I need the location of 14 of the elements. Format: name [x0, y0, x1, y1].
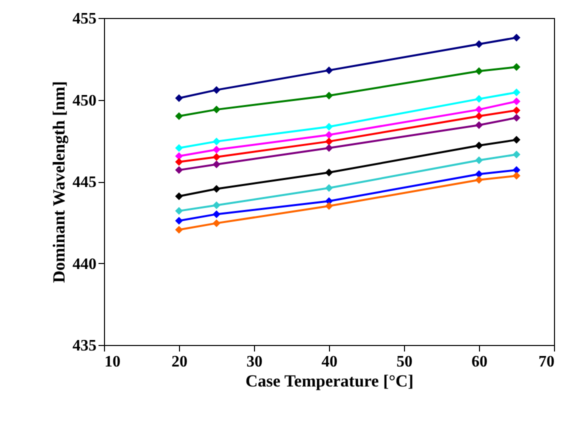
y-tick-label: 440 [72, 256, 96, 273]
y-tick-label: 455 [72, 10, 96, 28]
x-tick-label: 60 [472, 354, 488, 370]
x-tick-label: 40 [322, 354, 338, 370]
y-axis-title: Dominant Wavelength [nm] [50, 81, 68, 283]
y-tick-label: 435 [72, 338, 96, 354]
x-tick-label: 10 [104, 354, 120, 370]
x-tick-label: 30 [246, 354, 262, 370]
y-tick-label: 445 [72, 174, 96, 191]
x-axis-title: Case Temperature [°C] [246, 372, 414, 390]
x-tick-label: 50 [396, 354, 412, 370]
x-tick-label: 70 [538, 354, 554, 370]
x-tick-label: 20 [172, 354, 188, 370]
y-tick-label: 450 [72, 92, 96, 110]
